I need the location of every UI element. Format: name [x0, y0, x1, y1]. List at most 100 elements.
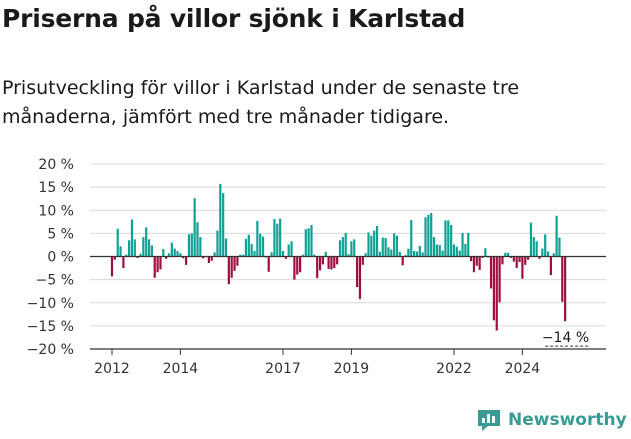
bar: [350, 241, 353, 257]
y-tick-label: −10 %: [27, 296, 74, 312]
bar: [413, 250, 416, 257]
bar: [193, 198, 196, 257]
bar: [128, 240, 131, 257]
bar: [125, 254, 128, 257]
bar: [398, 251, 401, 257]
bar: [324, 251, 327, 257]
bar: [239, 254, 242, 257]
bar: [364, 253, 367, 257]
bar: [492, 256, 495, 321]
bar: [544, 234, 547, 257]
bar: [284, 256, 287, 259]
bar: [347, 254, 350, 257]
bar: [415, 251, 419, 257]
bar: [427, 214, 430, 257]
bar: [504, 252, 507, 257]
y-tick-label: −15 %: [27, 319, 74, 335]
bar: [173, 248, 176, 257]
bar: [116, 228, 119, 257]
bar: [224, 238, 228, 257]
bar: [518, 256, 521, 263]
bar: [199, 237, 202, 257]
bar: [179, 253, 182, 257]
bar: [484, 248, 487, 257]
page-subtitle: Prisutveckling för villor i Karlstad und…: [2, 77, 520, 128]
bar: [458, 250, 461, 257]
bar: [472, 256, 476, 273]
bar: [321, 256, 324, 265]
bar: [310, 225, 313, 257]
y-tick-label: −5 %: [36, 273, 74, 289]
bar: [270, 252, 273, 257]
bar: [219, 183, 222, 257]
bar: [153, 256, 156, 278]
bar: [438, 244, 441, 257]
bar: [393, 233, 396, 257]
bar: [190, 233, 193, 257]
bar: [176, 250, 179, 257]
bar: [381, 237, 384, 257]
bar-chart: 20 % 15 % 10 % 5 % 0 % −5 % −10 % −15 % −20 % 20…: [27, 157, 606, 377]
bar: [390, 249, 393, 257]
bar: [435, 244, 438, 257]
bar: [330, 256, 333, 270]
y-tick-label: 5 %: [47, 226, 74, 242]
bar: [307, 228, 310, 257]
bar: [233, 256, 236, 271]
bar: [378, 251, 381, 257]
bar: [287, 244, 290, 257]
bar: [395, 235, 399, 257]
bar: [253, 250, 256, 257]
bar: [130, 219, 134, 257]
bar: [145, 227, 148, 257]
bar: [156, 256, 159, 273]
bar: [564, 256, 567, 322]
brand-name: Newsworthy: [508, 410, 627, 430]
bar: [336, 256, 339, 265]
bar: [247, 234, 250, 257]
annotation-label: −14 %: [542, 330, 589, 346]
bar: [227, 256, 230, 285]
bar: [507, 252, 510, 257]
bar: [202, 256, 205, 259]
axes: [90, 255, 606, 350]
bar: [461, 232, 464, 257]
bar: [210, 256, 213, 261]
bar: [450, 225, 453, 257]
y-axis-labels: 20 % 15 % 10 % 5 % 0 % −5 % −10 % −15 % −20 %: [27, 157, 74, 358]
bar: [273, 219, 276, 257]
bar: [475, 256, 478, 266]
bar: [501, 256, 504, 265]
x-axis-labels: 2012 2014 2017 2019 2022 2024: [94, 349, 540, 377]
bar: [410, 219, 413, 257]
bar: [299, 256, 302, 273]
bar: [318, 256, 322, 271]
bar: [535, 241, 538, 257]
bar: [498, 256, 501, 303]
bar: [290, 241, 293, 257]
bar: [261, 236, 265, 257]
bar: [418, 245, 421, 257]
newsworthy-brand: Newsworthy: [476, 408, 627, 432]
bar: [250, 244, 253, 257]
bar: [113, 256, 116, 260]
bar: [242, 254, 245, 257]
bar: [338, 240, 342, 257]
y-tick-label: 20 %: [38, 157, 74, 173]
bar: [327, 256, 330, 269]
bar: [512, 256, 515, 262]
bar: [467, 232, 470, 257]
bar: [532, 237, 535, 257]
bar: [222, 193, 225, 257]
bar: [470, 256, 473, 262]
bar: [333, 256, 336, 269]
x-tick-label: 2014: [163, 361, 199, 377]
y-tick-label: 15 %: [38, 180, 74, 196]
bar: [182, 256, 185, 259]
bar: [455, 246, 458, 257]
bar: [356, 256, 359, 288]
bar: [509, 256, 513, 258]
bar: [136, 256, 139, 258]
x-tick-label: 2024: [505, 361, 541, 377]
bar: [293, 256, 296, 280]
